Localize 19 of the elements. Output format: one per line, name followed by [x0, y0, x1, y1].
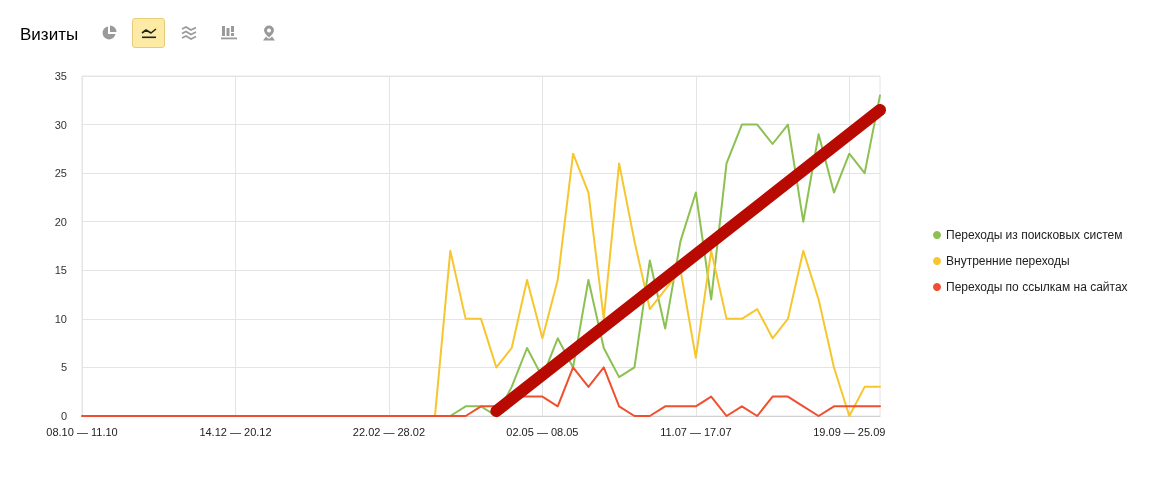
y-tick-label: 5: [60, 361, 67, 374]
x-tick-label: 08.10 — 11.10: [46, 425, 118, 438]
legend-label: Переходы по ссылкам на сайтах: [946, 280, 1128, 294]
y-tick-label: 15: [54, 264, 67, 277]
x-tick-label: 19.09 — 25.09: [813, 425, 886, 438]
chart-title: Визиты: [20, 25, 79, 44]
legend-label: Внутренние переходы: [946, 254, 1070, 268]
y-tick-label: 10: [54, 312, 67, 325]
y-tick-label: 20: [54, 215, 67, 228]
x-tick-label: 14.12 — 20.12: [199, 425, 272, 438]
y-tick-label: 35: [54, 70, 67, 82]
legend-label: Переходы из поисковых систем: [946, 228, 1123, 242]
y-tick-label: 30: [54, 118, 67, 131]
y-tick-label: 0: [60, 410, 67, 422]
y-tick-label: 25: [54, 167, 67, 180]
x-tick-label: 11.07 — 17.07: [660, 425, 732, 438]
x-tick-label: 22.02 — 28.02: [352, 425, 426, 438]
x-tick-label: 02.05 — 08.05: [506, 425, 579, 438]
line-series: [81, 366, 881, 417]
